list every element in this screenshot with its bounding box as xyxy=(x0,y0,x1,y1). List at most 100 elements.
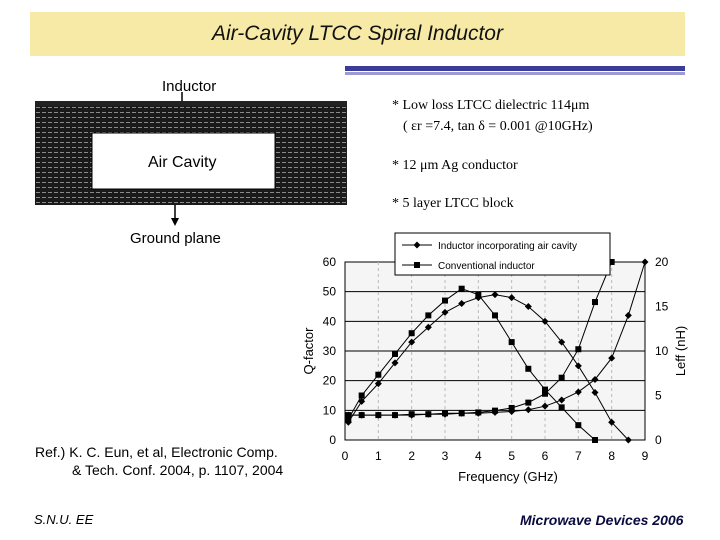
data-point-square xyxy=(475,409,482,416)
data-point-diamond xyxy=(608,418,616,426)
data-point-square xyxy=(414,262,420,268)
data-point-diamond xyxy=(574,388,582,396)
y-left-tick-label: 30 xyxy=(323,344,337,358)
data-point-square xyxy=(592,299,598,306)
data-point-diamond xyxy=(608,354,616,362)
y-left-tick-label: 40 xyxy=(323,314,337,328)
data-point-diamond xyxy=(491,291,499,299)
data-point-diamond xyxy=(541,402,549,410)
y-right-tick-label: 10 xyxy=(655,344,669,358)
data-point-square xyxy=(508,339,515,346)
data-point-square xyxy=(525,365,532,372)
bullet-dielectric: * Low loss LTCC dielectric 114μm xyxy=(392,98,590,113)
ground-plane-label: Ground plane xyxy=(130,230,221,247)
y-left-tick-label: 0 xyxy=(329,433,336,447)
title-rule-dark xyxy=(345,66,685,71)
legend-label: Inductor incorporating air cavity xyxy=(438,241,577,252)
y-axis-right-label: Leff (nH) xyxy=(673,326,688,376)
data-point-square xyxy=(492,312,498,319)
bullet-dielectric-params: ( εr =7.4, tan δ = 0.001 @10GHz) xyxy=(403,119,593,134)
data-point-square xyxy=(358,392,365,399)
data-point-diamond xyxy=(408,338,416,346)
data-point-square xyxy=(608,259,615,265)
data-point-square xyxy=(408,330,415,337)
y-right-tick-label: 20 xyxy=(655,255,669,269)
data-point-diamond xyxy=(574,362,582,370)
series-line xyxy=(347,294,629,441)
data-point-diamond xyxy=(591,375,599,383)
data-point-square xyxy=(542,386,548,393)
y-right-tick-label: 5 xyxy=(655,389,662,403)
x-tick-label: 5 xyxy=(508,449,515,463)
data-point-square xyxy=(525,399,532,406)
air-cavity-region xyxy=(91,132,276,190)
data-point-square xyxy=(575,422,582,429)
data-point-square xyxy=(358,412,365,419)
data-point-square xyxy=(442,410,448,417)
bullet-conductor: * 12 μm Ag conductor xyxy=(392,158,518,173)
data-point-square xyxy=(375,371,382,378)
slide-title: Air-Cavity LTCC Spiral Inductor xyxy=(212,22,503,45)
data-point-diamond xyxy=(624,311,632,319)
chart-series xyxy=(344,258,649,444)
legend-label: Conventional inductor xyxy=(438,261,535,272)
data-point-square xyxy=(542,390,548,397)
data-point-square xyxy=(475,291,482,298)
reference-line-1: Ref.) K. C. Eun, et al, Electronic Comp. xyxy=(35,444,278,460)
x-tick-label: 2 xyxy=(408,449,415,463)
data-point-diamond xyxy=(374,380,382,388)
data-point-diamond xyxy=(508,294,516,302)
data-point-diamond xyxy=(624,436,632,444)
reference-line-2: & Tech. Conf. 2004, p. 1107, 2004 xyxy=(72,462,284,478)
data-point-diamond xyxy=(413,241,421,249)
data-point-square xyxy=(592,437,598,443)
x-tick-label: 0 xyxy=(342,449,349,463)
data-point-square xyxy=(458,285,465,292)
x-tick-label: 7 xyxy=(575,449,582,463)
footer-course: Microwave Devices 2006 xyxy=(520,512,684,528)
data-point-square xyxy=(558,374,565,381)
data-point-diamond xyxy=(524,406,532,414)
x-tick-label: 1 xyxy=(375,449,382,463)
data-point-square xyxy=(425,411,432,418)
data-point-square xyxy=(392,350,398,357)
data-point-square xyxy=(492,407,498,414)
data-point-diamond xyxy=(441,308,449,316)
data-point-square xyxy=(508,404,515,411)
data-point-square xyxy=(425,312,432,319)
data-point-diamond xyxy=(358,397,366,405)
ground-arrowhead xyxy=(171,218,179,226)
data-point-diamond xyxy=(524,303,532,310)
x-axis-label: Frequency (GHz) xyxy=(458,469,558,484)
x-tick-label: 9 xyxy=(642,449,649,463)
y-left-tick-label: 20 xyxy=(323,374,337,388)
title-bar xyxy=(30,12,685,56)
y-right-tick-label: 15 xyxy=(655,300,669,314)
legend-entries: Inductor incorporating air cavity Convent… xyxy=(402,241,577,272)
data-point-diamond xyxy=(424,323,432,331)
footer-affiliation: S.N.U. EE xyxy=(34,512,94,527)
y-left-tick-label: 10 xyxy=(323,403,337,417)
chart-legend xyxy=(394,232,611,276)
y-axis-left-label: Q-factor xyxy=(301,327,316,375)
inductor-layer xyxy=(35,101,347,106)
data-point-square xyxy=(458,410,465,417)
air-cavity-label: Air Cavity xyxy=(148,154,216,171)
data-point-diamond xyxy=(558,396,566,404)
data-point-square xyxy=(575,346,582,353)
data-point-square xyxy=(345,416,352,423)
data-point-square xyxy=(392,412,398,419)
y-right-tick-label: 0 xyxy=(655,433,662,447)
title-rule-light xyxy=(345,72,685,75)
x-tick-label: 3 xyxy=(442,449,449,463)
x-tick-label: 4 xyxy=(475,449,482,463)
data-point-square xyxy=(375,412,382,419)
x-tick-label: 8 xyxy=(608,449,615,463)
series-line xyxy=(347,288,596,441)
data-point-square xyxy=(345,412,352,419)
data-point-square xyxy=(408,411,415,418)
data-point-diamond xyxy=(541,317,549,325)
